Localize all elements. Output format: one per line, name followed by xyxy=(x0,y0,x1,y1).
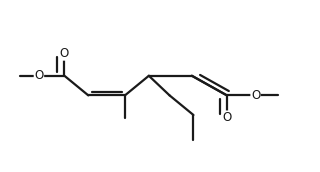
Text: O: O xyxy=(222,111,232,124)
Text: O: O xyxy=(60,47,69,60)
Text: O: O xyxy=(251,89,260,102)
Text: O: O xyxy=(34,69,44,82)
